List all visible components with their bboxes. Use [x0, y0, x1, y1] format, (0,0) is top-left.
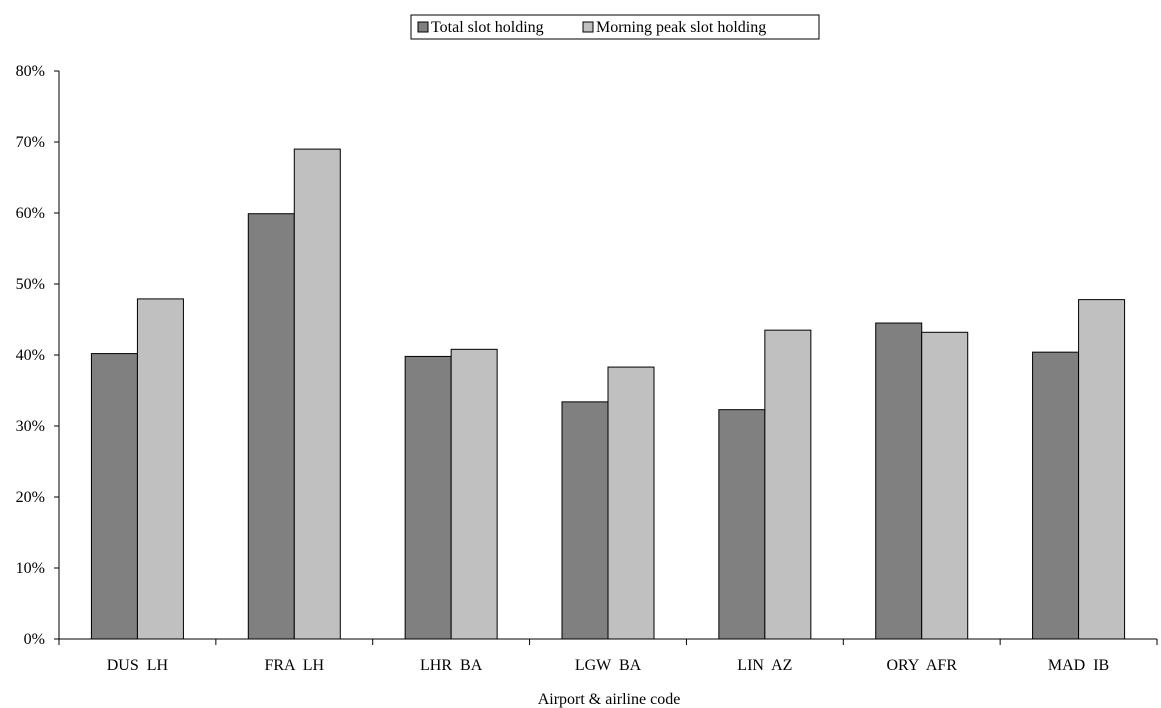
x-tick-label: LHR BA [420, 657, 483, 674]
y-tick-label: 70% [16, 134, 45, 151]
y-tick-label: 50% [16, 276, 45, 293]
legend-label-total: Total slot holding [431, 19, 544, 36]
legend-label-morning: Morning peak slot holding [596, 19, 766, 36]
bars [90, 148, 1126, 640]
legend-swatch-total [417, 21, 429, 33]
y-tick-label: 20% [16, 489, 45, 506]
bar-total-slot-holding [404, 355, 452, 640]
bar-morning-peak-slot-holding [450, 348, 498, 640]
x-tick-label: MAD IB [1048, 657, 1109, 674]
x-tick-label: LIN AZ [737, 657, 792, 674]
bar-total-slot-holding [247, 213, 295, 640]
x-tick-label: LGW BA [575, 657, 642, 674]
bar-total-slot-holding [561, 401, 609, 640]
x-tick-label: DUS LH [107, 657, 169, 674]
legend: Total slot holding Morning peak slot hol… [410, 14, 820, 40]
bar-total-slot-holding [875, 322, 923, 640]
y-tick-label: 10% [16, 560, 45, 577]
y-tick-label: 80% [16, 63, 45, 80]
y-tick-label: 60% [16, 205, 45, 222]
x-axis-title: Airport & airline code [538, 691, 681, 708]
bar-morning-peak-slot-holding [293, 148, 341, 640]
legend-swatch-morning [582, 21, 594, 33]
bar-total-slot-holding [90, 353, 138, 640]
bar-total-slot-holding [718, 409, 766, 640]
bar-morning-peak-slot-holding [607, 366, 655, 640]
x-axis [58, 638, 1158, 645]
bar-morning-peak-slot-holding [764, 329, 812, 640]
y-tick-label: 0% [24, 631, 45, 648]
y-tick-label: 40% [16, 347, 45, 364]
legend-frame [410, 14, 820, 40]
y-axis: 0% 10% 20% 30% 40% 50% 60% 70% 80% [16, 63, 60, 648]
x-tick-label: ORY AFR [886, 657, 957, 674]
y-tick-label: 30% [16, 418, 45, 435]
bar-morning-peak-slot-holding [921, 331, 969, 640]
bar-total-slot-holding [1032, 351, 1080, 640]
bar-morning-peak-slot-holding [1078, 299, 1126, 640]
x-tick-labels: DUS LH FRA LH LHR BA LGW BA LIN AZ ORY AFR MAD… [107, 657, 1109, 674]
x-tick-label: FRA LH [264, 657, 324, 674]
bar-morning-peak-slot-holding [136, 298, 184, 640]
